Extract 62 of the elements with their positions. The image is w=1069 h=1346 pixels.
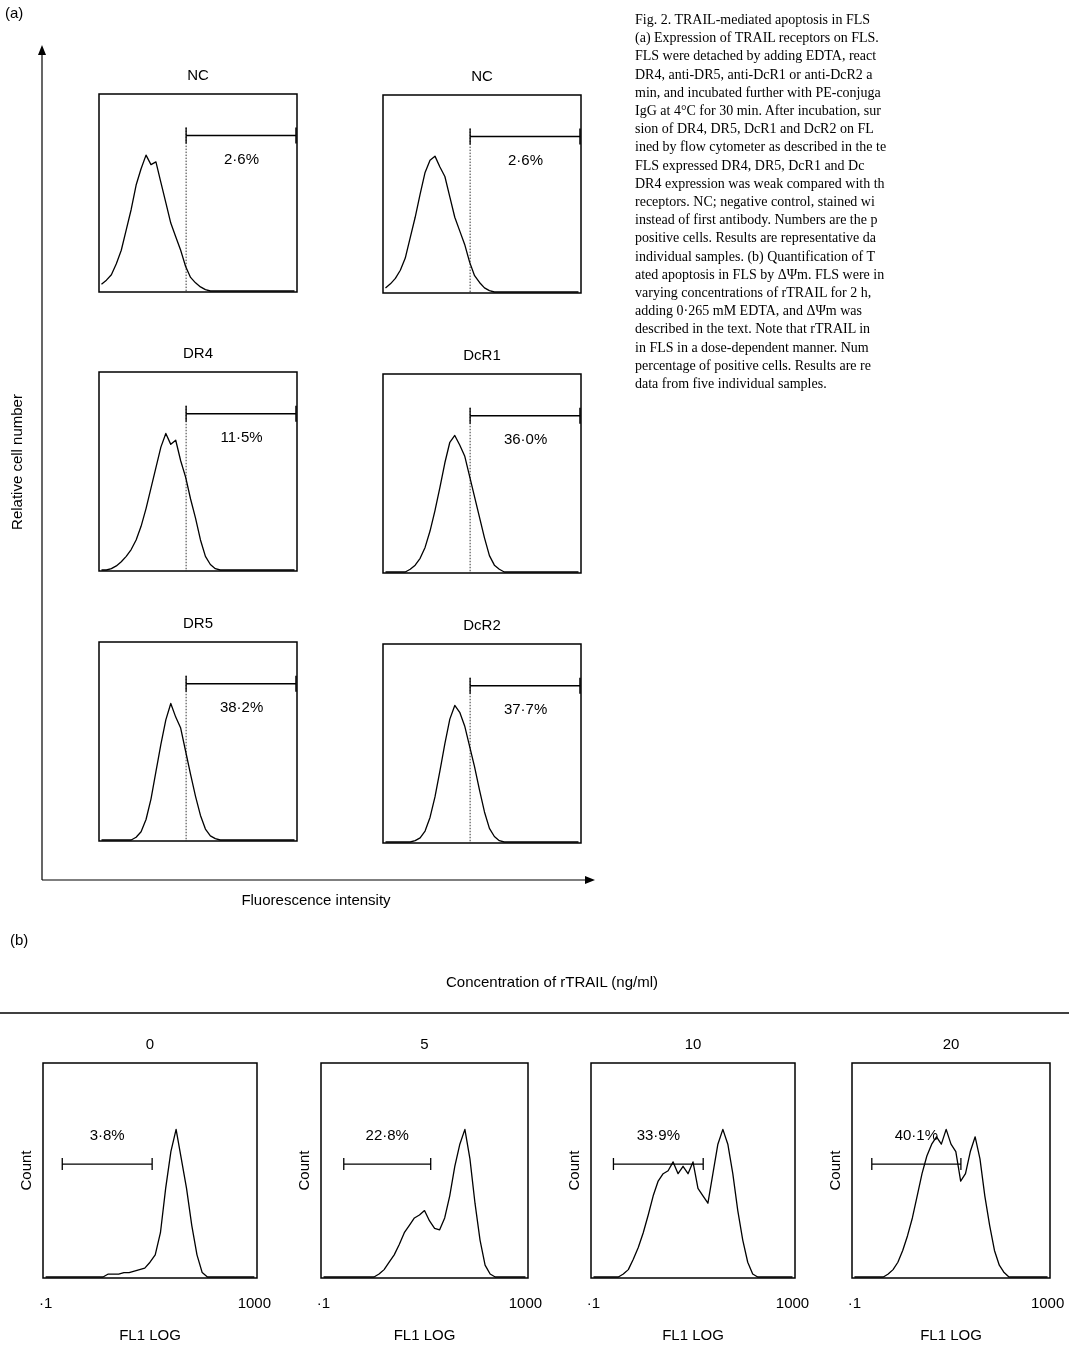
text: in FLS in a dose-dependent manner. Num bbox=[635, 339, 869, 355]
x-tick-label: ·1 bbox=[38, 1294, 53, 1311]
text: positive cells. Results are representative da bbox=[635, 230, 877, 246]
text: (b) bbox=[10, 931, 29, 948]
y-axis-title: Count bbox=[565, 1149, 582, 1191]
chart-title: NC bbox=[187, 66, 209, 83]
text: FLS were detached by adding EDTA, react bbox=[635, 48, 877, 64]
chart-title: DcR2 bbox=[463, 616, 501, 633]
x-axis-title: Fluorescence intensity bbox=[241, 891, 392, 908]
text: individual samples. (b) Quantification of T bbox=[635, 248, 876, 265]
annotation: 33·9% bbox=[636, 1126, 680, 1144]
chart-title: NC bbox=[471, 67, 493, 84]
y-axis-title: Relative cell number bbox=[8, 394, 25, 530]
text: described in the text. Note that rTRAIL in bbox=[635, 321, 871, 337]
text: percentage of positive cells. Results are re bbox=[635, 357, 871, 373]
caption: Fig. 2. TRAIL-mediated apoptosis in FLS bbox=[635, 12, 871, 27]
x-tick-label: ·1 bbox=[316, 1294, 331, 1311]
x-tick-label: ·1 bbox=[586, 1294, 601, 1311]
text: instead of first antibody. Numbers are the p bbox=[635, 212, 878, 228]
text: ined by flow cytometer as described in the te bbox=[635, 139, 887, 155]
text: min, and incubated further with PE-conjuga bbox=[635, 84, 882, 100]
x-tick-label: ·1 bbox=[847, 1294, 862, 1311]
y-axis-title: Count bbox=[17, 1149, 34, 1191]
annotation: 40·1% bbox=[894, 1126, 939, 1144]
text: IgG at 4°C for 30 min. After incubation, sur bbox=[635, 103, 882, 118]
text: ated apoptosis in FLS by ΔΨm. FLS were in bbox=[635, 266, 885, 282]
chart-title: DcR1 bbox=[463, 346, 501, 363]
x-tick-label: 1000 bbox=[237, 1294, 272, 1311]
annotation: 36·0% bbox=[503, 429, 548, 447]
chart-title: 20 bbox=[942, 1035, 960, 1052]
annotation: 3·8% bbox=[89, 1126, 125, 1144]
x-axis-title: FL1 LOG bbox=[662, 1326, 724, 1343]
annotation: 38·2% bbox=[219, 697, 264, 715]
x-tick-label: 1000 bbox=[508, 1294, 543, 1311]
annotation: 11·5% bbox=[220, 427, 263, 445]
annotation: 2·6% bbox=[224, 149, 260, 167]
x-axis-title: FL1 LOG bbox=[393, 1326, 456, 1343]
text: sion of DR4, DR5, DcR1 and DcR2 on FL bbox=[635, 121, 874, 137]
text: adding 0·265 mM EDTA, and ΔΨm was bbox=[635, 303, 863, 319]
text: receptors. NC; negative control, stained wi bbox=[635, 194, 875, 209]
x-tick-label: 1000 bbox=[775, 1294, 810, 1311]
text: (a) Expression of TRAIL receptors on FLS. bbox=[635, 30, 879, 47]
text: FLS expressed DR4, DR5, DcR1 and Dc bbox=[635, 157, 865, 173]
text: (a) bbox=[5, 4, 24, 21]
text: DR4 expression was weak compared with th bbox=[635, 175, 885, 191]
y-axis-title: Count bbox=[295, 1149, 312, 1191]
y-axis-title: Count bbox=[826, 1149, 843, 1191]
chart-title: 0 bbox=[145, 1035, 155, 1052]
text: data from five individual samples. bbox=[635, 376, 827, 391]
x-axis-title: FL1 LOG bbox=[920, 1326, 982, 1343]
chart-title: DR5 bbox=[182, 614, 214, 631]
annotation: 22·8% bbox=[365, 1126, 409, 1144]
x-tick-label: 1000 bbox=[1030, 1294, 1065, 1311]
text: DR4, anti-DR5, anti-DcR1 or anti-DcR2 a bbox=[635, 66, 874, 82]
chart-title: DR4 bbox=[182, 344, 214, 361]
text: varying concentrations of rTRAIL for 2 h, bbox=[635, 285, 872, 300]
annotation: 37·7% bbox=[503, 699, 548, 717]
x-axis-title: FL1 LOG bbox=[119, 1326, 181, 1343]
chart-title: 10 bbox=[684, 1035, 702, 1052]
annotation: 2·6% bbox=[508, 150, 544, 168]
text: Concentration of rTRAIL (ng/ml) bbox=[445, 973, 659, 990]
chart-title: 5 bbox=[420, 1035, 429, 1052]
